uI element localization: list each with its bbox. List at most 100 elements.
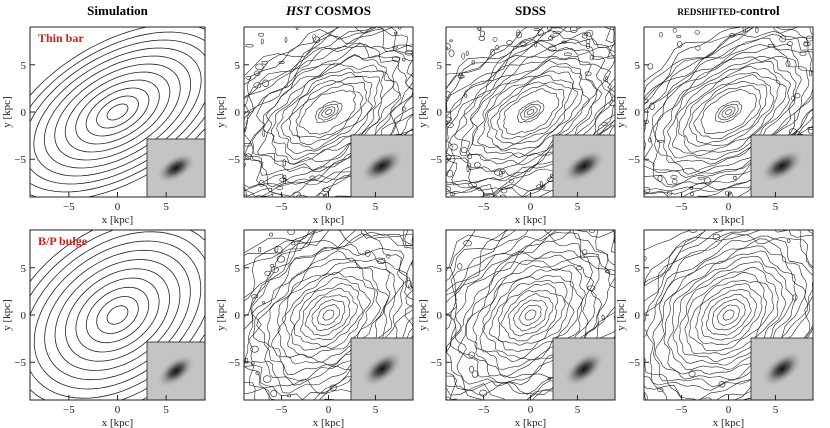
noise-contour [495,45,500,51]
noise-contour [446,116,452,122]
contour [497,283,566,346]
contour [30,31,205,193]
noise-contour [260,38,264,45]
contour [468,60,598,160]
noise-contour [466,164,470,173]
y-tick-label: 0 [21,310,27,322]
y-tick-label: −5 [430,357,442,369]
contour [75,79,160,145]
x-axis-label: x [kpc] [713,214,744,226]
noise-contour [386,254,391,259]
noise-contour [460,147,468,154]
noise-contour [548,35,554,41]
contour [479,268,583,362]
noise-contour [805,35,813,42]
noise-contour [785,60,791,68]
contour [717,103,739,121]
noise-contour [295,27,299,31]
contour [457,254,597,379]
contour [644,37,813,188]
title-text: -control [736,3,780,18]
y-tick-label: 5 [21,60,27,72]
contour [459,57,603,166]
noise-contour [449,143,458,151]
x-tick-label: 5 [575,201,581,213]
title-italic: HST [285,3,312,18]
noise-contour [244,143,252,147]
noise-contour [609,100,615,107]
contour [244,27,413,197]
noise-contour [644,119,649,124]
noise-contour [262,79,270,88]
contour [244,27,413,197]
noise-contour [787,238,791,243]
contour [500,290,559,342]
contour [717,304,740,326]
contour [672,261,787,366]
contour [65,268,170,362]
contour [715,100,743,123]
contour [496,84,565,140]
column-title: SDSS [515,3,546,18]
contour [701,289,758,341]
x-tick-label: 0 [726,201,732,213]
noise-contour [309,175,316,180]
contour [85,87,150,137]
noise-contour [755,27,759,33]
noise-contour [585,29,594,37]
row-label: B/P bulge [38,234,88,248]
noise-contour [255,63,264,71]
contours [244,230,413,400]
noise-contour [446,43,451,50]
noise-contour [689,230,697,233]
noise-contour [729,33,735,38]
noise-contour [250,345,259,353]
x-axis-label: x [kpc] [515,214,546,226]
noise-contour [694,30,701,35]
noise-contour [791,95,796,101]
panel: −5 −5 0 0 5 5 x [kpc] y [kpc] [417,229,616,428]
noise-contour [688,370,696,378]
contour [244,230,413,400]
noise-contour [537,29,544,37]
noise-contour [779,35,787,43]
y-tick-label: 0 [635,107,641,119]
contour [33,240,202,390]
contour [446,30,615,195]
panel: −5 −5 0 0 5 5 x [kpc] y [kpc] [615,26,814,226]
noise-contour [704,177,711,185]
inset-galaxy [156,152,196,184]
contour [446,230,615,396]
contour [705,294,752,336]
contour [646,235,813,391]
contour [446,46,615,184]
noise-contour [809,69,812,77]
contour [644,234,813,400]
title-text: Simulation [87,3,148,18]
noise-contour [479,30,486,37]
contour [244,42,413,187]
noise-contour [584,71,592,77]
y-axis-label: y [kpc] [417,299,429,330]
contour [446,27,615,196]
noise-contour [394,31,398,35]
noise-contour [533,28,540,31]
contour [30,39,205,185]
x-axis-label: x [kpc] [313,214,344,226]
contour [446,230,615,400]
noise-contour [405,280,412,288]
y-tick-label: −5 [228,357,240,369]
noise-contour [563,52,572,56]
noise-contour [586,43,591,49]
noise-contour [287,394,292,398]
noise-contour [605,75,609,83]
noise-contour [500,187,508,194]
noise-contour [292,191,301,197]
contour [516,100,545,123]
contour [667,255,794,371]
panel: −5 −5 0 0 5 5 x [kpc] y [kpc] Thin bar [1,26,206,226]
contour [290,277,371,351]
contour [711,298,746,331]
noise-contour [458,74,465,78]
noise-contour [253,82,262,89]
